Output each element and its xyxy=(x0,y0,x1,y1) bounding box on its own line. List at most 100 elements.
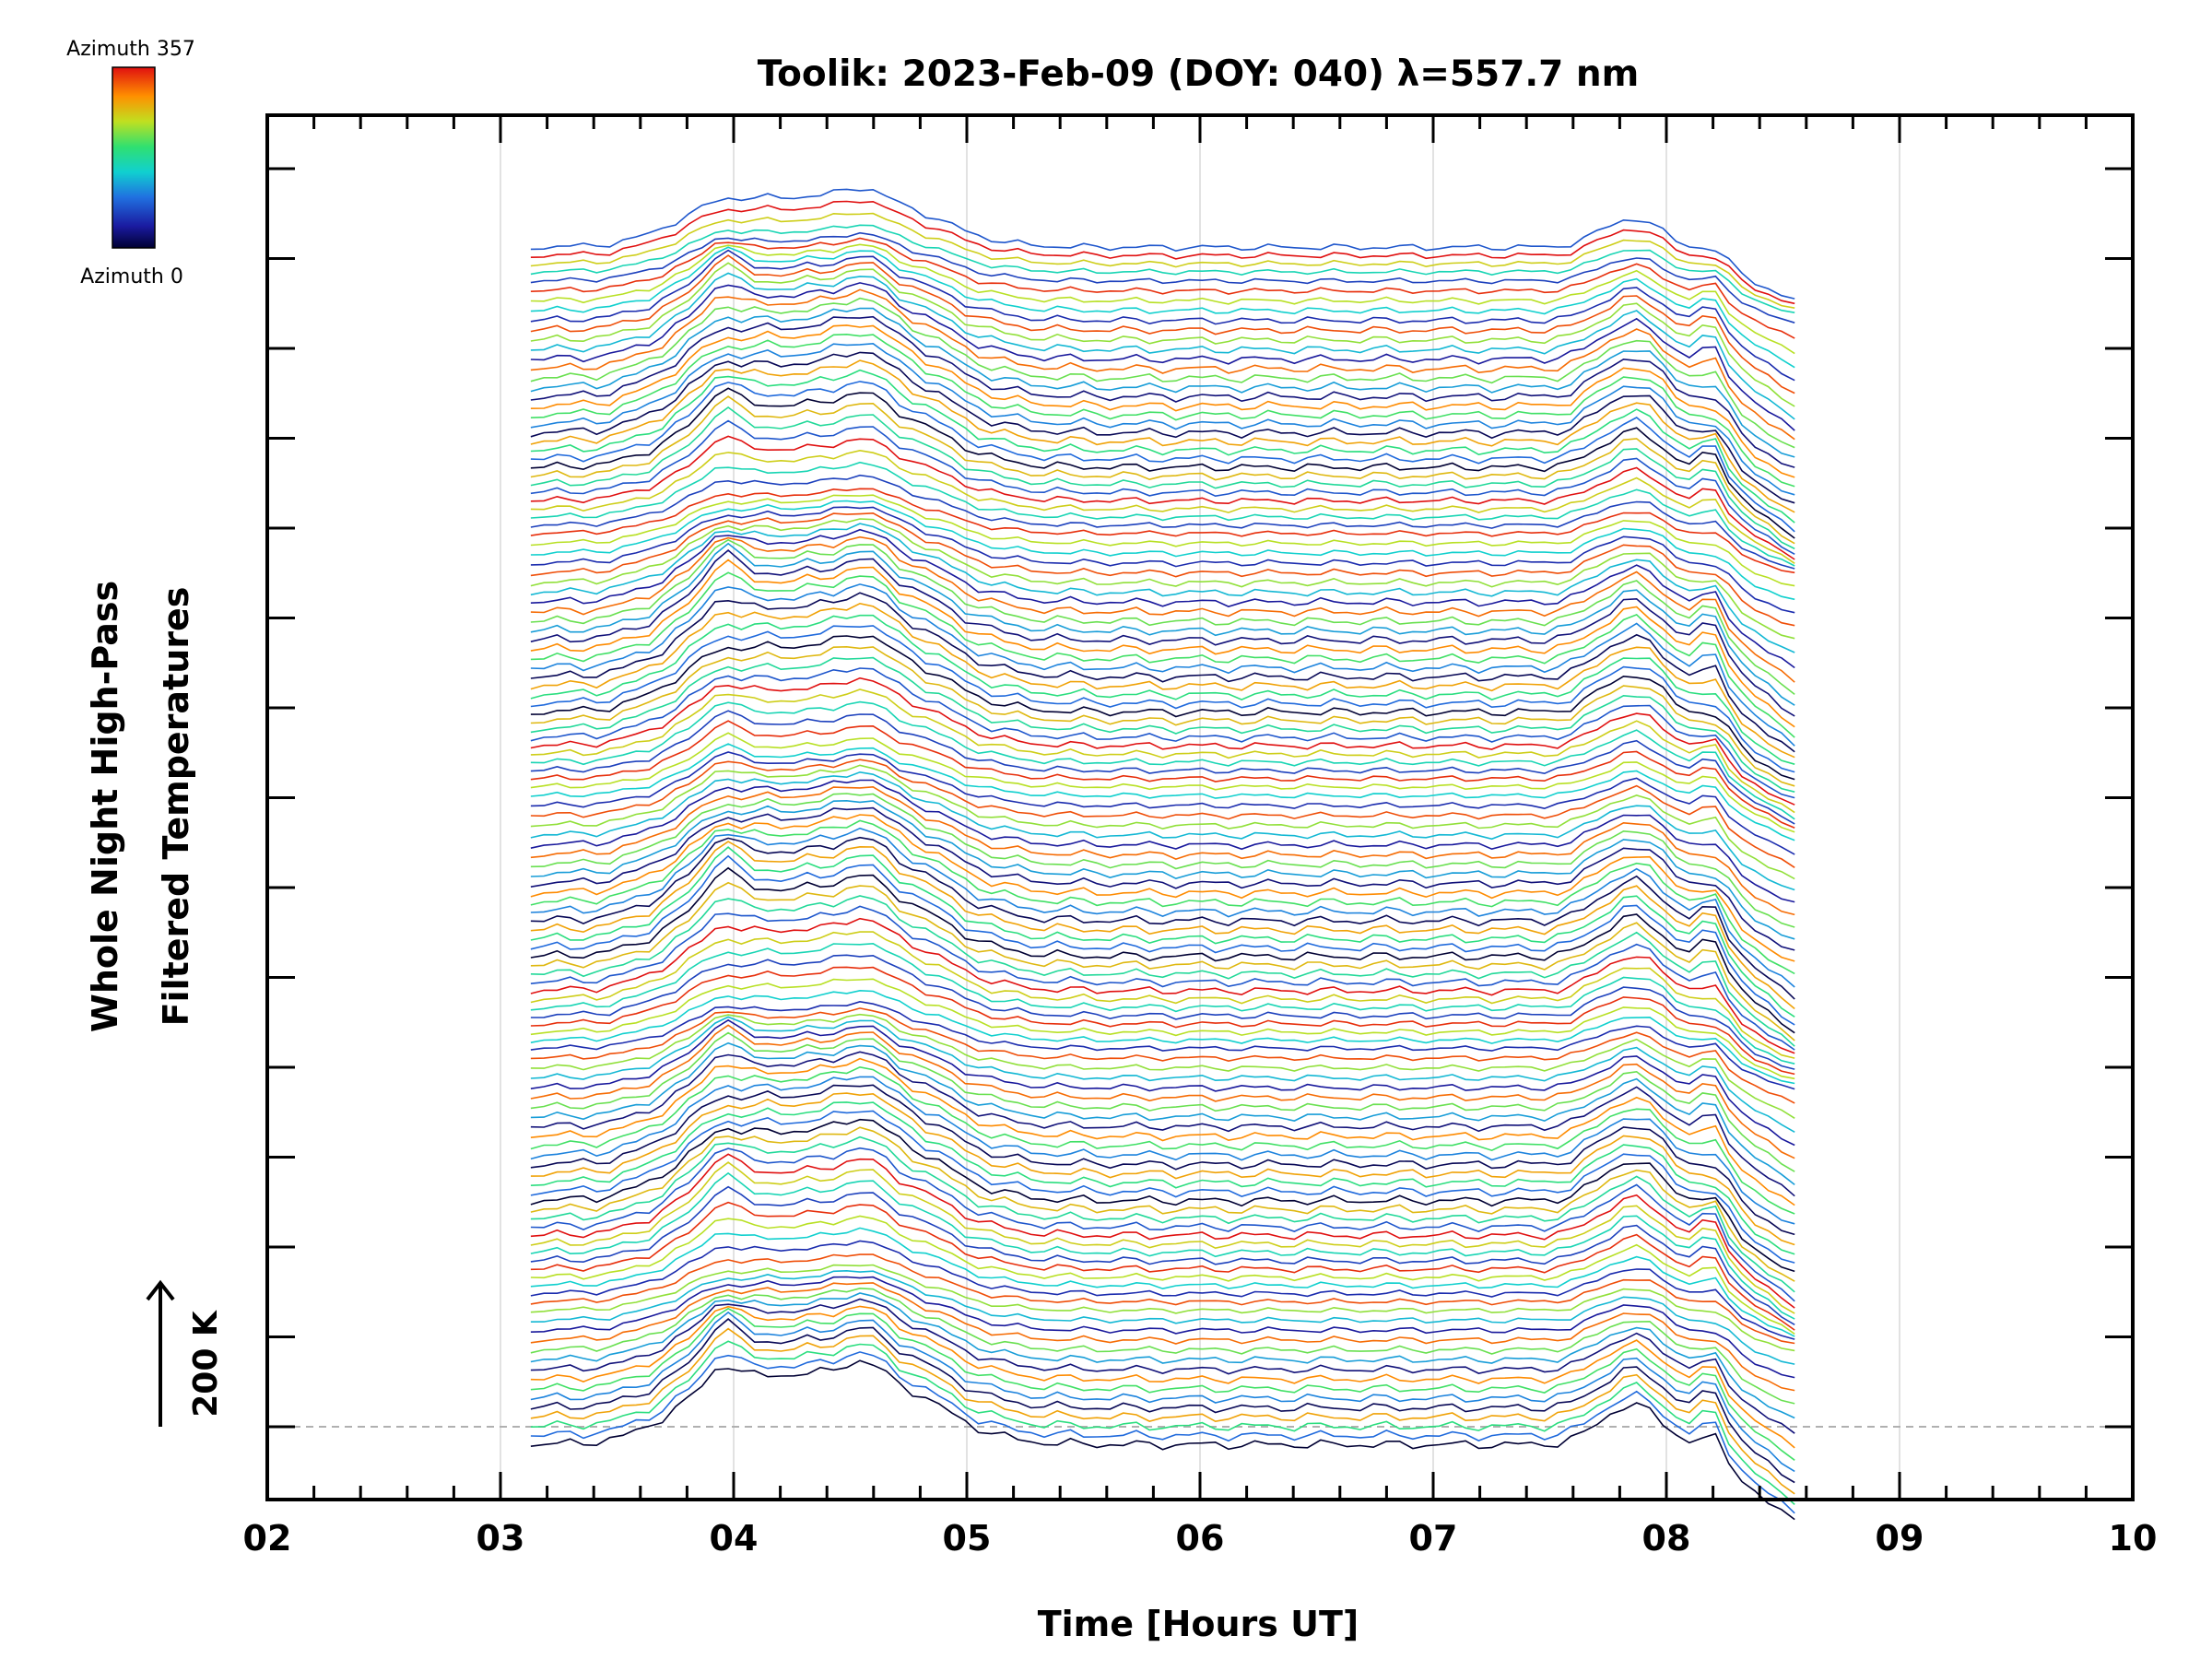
series-line xyxy=(530,528,1795,669)
x-tick-label: 08 xyxy=(1642,1518,1691,1559)
series-line xyxy=(530,1240,1795,1340)
series-line xyxy=(530,819,1795,975)
series-line xyxy=(530,978,1795,1080)
series-line xyxy=(530,846,1795,1018)
series-line xyxy=(530,406,1795,550)
series-line xyxy=(530,1253,1795,1345)
series-line xyxy=(530,895,1795,1047)
series-line xyxy=(530,1282,1795,1392)
series-line xyxy=(530,1215,1795,1335)
series-line xyxy=(530,506,1795,614)
series-line xyxy=(530,381,1795,533)
x-tick-label: 03 xyxy=(477,1518,525,1559)
series-line xyxy=(530,1031,1795,1172)
series-line xyxy=(530,307,1795,458)
series-line xyxy=(530,512,1795,627)
series-line xyxy=(530,1101,1795,1255)
series-line xyxy=(530,614,1795,765)
series-line xyxy=(530,583,1795,747)
series-line xyxy=(530,688,1795,814)
series-line xyxy=(530,188,1795,300)
series-line xyxy=(530,1084,1795,1236)
series-line xyxy=(530,905,1795,1051)
series-line xyxy=(530,1359,1795,1521)
series-line xyxy=(530,1007,1795,1104)
series-line xyxy=(530,359,1795,513)
series-line xyxy=(530,1153,1795,1309)
series-line xyxy=(530,1298,1795,1434)
series-line xyxy=(530,793,1795,928)
series-line xyxy=(530,559,1795,728)
series-line xyxy=(530,212,1795,309)
series-line xyxy=(530,866,1795,1034)
series-line xyxy=(530,1135,1795,1293)
series-line xyxy=(530,231,1795,324)
x-tick-label: 04 xyxy=(710,1518,759,1559)
series-line xyxy=(530,881,1795,1041)
series-line xyxy=(530,917,1795,1054)
series-line xyxy=(530,1287,1795,1405)
series-lines xyxy=(530,188,1795,1521)
series-line xyxy=(530,989,1795,1085)
series-line xyxy=(530,523,1795,653)
colorbar-top-label: Azimuth 357 xyxy=(66,38,195,61)
series-line xyxy=(530,645,1795,787)
series-line xyxy=(530,759,1795,868)
series-line xyxy=(530,1327,1795,1495)
x-tick-labels: 02 03 04 05 06 07 08 09 10 xyxy=(243,1518,2158,1559)
series-line xyxy=(530,720,1795,830)
series-line xyxy=(530,625,1795,773)
series-line xyxy=(530,535,1795,683)
series-line xyxy=(530,710,1795,825)
series-line xyxy=(530,1340,1795,1505)
series-line xyxy=(530,806,1795,951)
series-line xyxy=(530,1351,1795,1514)
series-line xyxy=(530,333,1795,488)
series-line xyxy=(530,1016,1795,1133)
series-line xyxy=(530,1092,1795,1246)
series-line xyxy=(530,1147,1795,1302)
series-line xyxy=(530,743,1795,841)
series-line xyxy=(530,351,1795,504)
series-line xyxy=(530,435,1795,560)
series-line xyxy=(530,500,1795,601)
series-line xyxy=(530,315,1795,468)
series-line xyxy=(530,841,1795,1010)
series-line xyxy=(530,1024,1795,1159)
series-line xyxy=(530,1161,1795,1314)
series-line xyxy=(530,237,1795,339)
series-line xyxy=(530,966,1795,1076)
vertical-gridlines xyxy=(500,115,1900,1500)
series-line xyxy=(530,1307,1795,1461)
series-line xyxy=(530,518,1795,640)
series-line xyxy=(530,751,1795,855)
series-line xyxy=(530,249,1795,382)
series-line xyxy=(530,1185,1795,1325)
scale-bar-label: 200 K xyxy=(187,1310,225,1418)
series-line xyxy=(530,1305,1795,1449)
series-line xyxy=(530,324,1795,478)
series-line xyxy=(530,602,1795,759)
axis-ticks xyxy=(265,115,2135,1500)
series-line xyxy=(530,342,1795,496)
series-line xyxy=(530,1013,1795,1119)
series-line xyxy=(530,785,1795,916)
series-line xyxy=(530,488,1795,574)
series-line xyxy=(530,771,1795,891)
series-line xyxy=(530,449,1795,564)
series-line xyxy=(530,814,1795,962)
series-line xyxy=(530,656,1795,793)
series-line xyxy=(530,1292,1795,1419)
y-axis-label-line2: Filtered Temperatures xyxy=(156,587,196,1027)
x-tick-label: 05 xyxy=(943,1518,992,1559)
series-line xyxy=(530,1201,1795,1331)
series-line xyxy=(530,297,1795,449)
series-line xyxy=(530,954,1795,1070)
series-line xyxy=(530,799,1795,940)
series-line xyxy=(530,542,1795,706)
series-line xyxy=(530,854,1795,1026)
series-line xyxy=(530,1051,1795,1197)
scale-bar: 200 K xyxy=(146,1279,225,1427)
series-line xyxy=(530,677,1795,806)
